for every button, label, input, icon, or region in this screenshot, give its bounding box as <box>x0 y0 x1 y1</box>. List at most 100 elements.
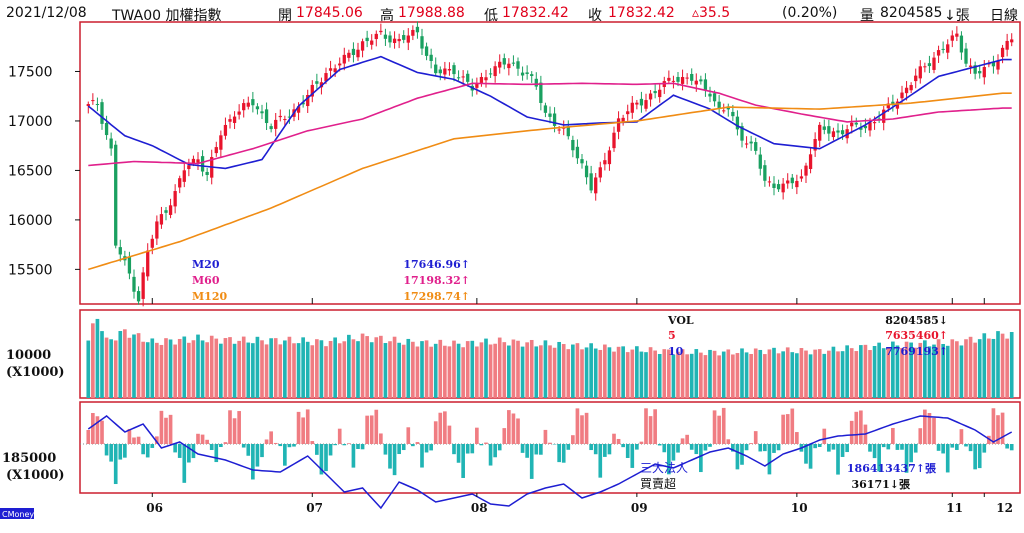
volume-bar <box>223 338 228 398</box>
candle-body <box>859 127 863 130</box>
inst-bar <box>977 444 982 469</box>
candle-body <box>950 35 954 41</box>
candle-body <box>415 26 420 33</box>
inst-bar <box>859 410 863 444</box>
candle-body <box>781 183 785 193</box>
inst-bar <box>735 444 740 470</box>
candle-body <box>671 80 676 82</box>
inst-bar <box>401 444 406 451</box>
inst-bar <box>840 444 845 457</box>
legend-vol-value: 8204585↓ <box>885 314 948 327</box>
inst-bar <box>671 444 676 461</box>
volume-bar <box>977 339 982 398</box>
volume-bar <box>799 348 804 398</box>
inst-bar <box>388 444 392 469</box>
volume-bar <box>438 339 443 398</box>
volume-bar <box>694 349 699 398</box>
inst-bar <box>360 444 365 450</box>
volume-bar <box>639 351 644 398</box>
candle-body <box>191 158 196 164</box>
candle-body <box>223 124 228 136</box>
volume-bar <box>973 342 977 398</box>
inst-bar <box>465 444 470 454</box>
inst-bar <box>726 439 731 444</box>
candle-body <box>388 35 392 43</box>
inst-bar <box>621 444 625 448</box>
volume-value: 8204585 <box>880 5 943 21</box>
volume-bar <box>232 343 237 398</box>
candle-body <box>365 37 369 42</box>
cmoney-logo-text: CMoney <box>2 510 34 519</box>
volume-bar <box>630 349 635 398</box>
candle-body <box>685 77 689 79</box>
inst-bar <box>95 416 100 444</box>
inst-bar <box>644 408 648 444</box>
legend-vol10-value: 7769193↑ <box>885 345 948 358</box>
inst-bar <box>424 444 429 453</box>
candle-body <box>891 101 895 105</box>
candle-body <box>735 116 740 130</box>
high-label: 高 <box>380 8 394 24</box>
volume-bar <box>868 350 872 398</box>
candle-body <box>100 102 104 124</box>
inst-bar <box>443 411 447 444</box>
inst-bar <box>113 444 118 485</box>
high-value: 17988.88 <box>398 5 465 21</box>
candle-body <box>383 34 388 39</box>
volume-bar <box>123 329 127 398</box>
volume-bar <box>168 339 173 398</box>
x-tick-label: 09 <box>631 501 648 515</box>
inst-bar <box>964 444 968 447</box>
legend-net-label: 買賣超 <box>640 476 676 491</box>
inst-bar <box>269 431 273 444</box>
inst-bar <box>561 444 566 463</box>
candle-body <box>548 113 552 117</box>
candle-body <box>1010 39 1014 43</box>
candle-body <box>246 102 250 107</box>
volume-bar <box>712 350 717 398</box>
volume-bar <box>520 346 525 398</box>
candle-body <box>443 68 447 75</box>
volume-bar <box>877 342 881 398</box>
inst-bar <box>406 427 411 444</box>
candle-body <box>356 49 360 58</box>
inst-bar <box>173 444 177 453</box>
inst-cumulative-line <box>87 415 1013 510</box>
volume-bar <box>891 341 895 398</box>
volume-bar <box>351 339 356 398</box>
volume-bar <box>790 352 795 398</box>
candle-body <box>1005 40 1009 50</box>
inst-bar <box>635 444 639 450</box>
candle-body <box>278 115 282 118</box>
volume-bar <box>621 346 625 398</box>
volume-bar <box>219 343 223 398</box>
candle-body <box>493 66 497 77</box>
volume-bar <box>840 351 845 398</box>
candle-body <box>749 141 753 144</box>
volume-bar <box>644 352 648 398</box>
legend-vol5-value: 7635460↑ <box>885 329 948 342</box>
volume-bar <box>667 349 671 398</box>
candle-body <box>370 40 374 45</box>
candle-body <box>822 126 826 130</box>
close-value: 17832.42 <box>608 5 675 21</box>
volume-bar <box>708 349 712 398</box>
volume-bar <box>996 331 1000 398</box>
inst-bar <box>566 444 571 450</box>
inst-bar <box>241 444 246 448</box>
volume-bar <box>132 334 136 398</box>
volume-bar <box>923 340 927 398</box>
inst-bar <box>356 444 360 449</box>
inst-bar <box>680 438 685 444</box>
candle-body <box>328 68 333 71</box>
volume-bar <box>214 338 219 398</box>
volume-bar <box>575 343 580 398</box>
candle-body <box>534 78 538 87</box>
volume-bar <box>369 342 374 398</box>
candle-body <box>795 180 799 188</box>
candle-body <box>511 62 516 64</box>
inst-axis-tick: 185000 <box>2 451 56 466</box>
inst-bar <box>598 444 603 478</box>
volume-bar <box>205 342 209 398</box>
